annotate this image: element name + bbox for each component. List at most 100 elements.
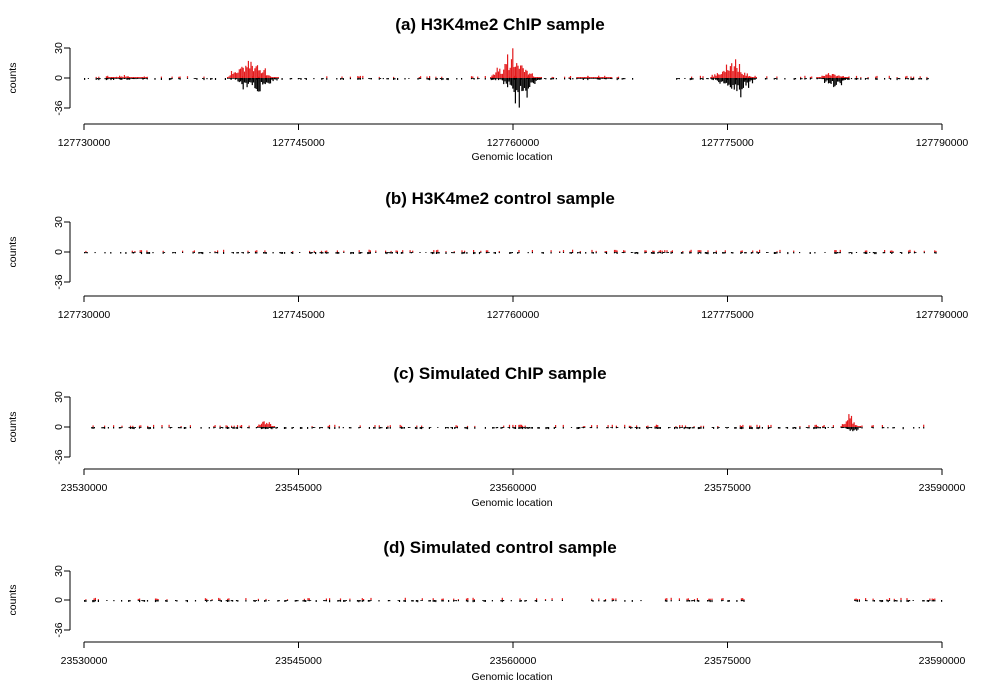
plus-strand-bar <box>147 425 149 427</box>
minus-strand-bar <box>99 78 101 80</box>
plus-strand-bar <box>107 75 109 78</box>
minus-strand-bar <box>104 252 106 254</box>
plus-strand-bar <box>854 598 856 600</box>
plus-strand-bar <box>508 70 510 78</box>
minus-strand-bar <box>599 78 601 79</box>
plus-strand-bar <box>583 77 585 78</box>
minus-strand-bar <box>265 600 267 602</box>
plus-strand-bar <box>824 76 826 78</box>
plus-strand-bar <box>860 426 862 427</box>
minus-strand-bar <box>711 78 713 80</box>
plus-strand-bar <box>363 599 365 600</box>
plus-strand-bar <box>456 425 458 427</box>
minus-strand-bar <box>817 427 819 429</box>
plus-strand-bar <box>875 76 877 78</box>
minus-strand-bar <box>433 252 435 254</box>
minus-strand-bar <box>325 600 327 602</box>
plus-strand-bar <box>127 76 129 78</box>
plus-strand-bar <box>390 250 392 252</box>
minus-strand-bar <box>813 427 815 430</box>
plus-strand-bar <box>256 250 258 252</box>
plus-strand-bar <box>604 251 606 252</box>
plus-strand-bar <box>104 425 106 427</box>
minus-strand-bar <box>594 78 596 79</box>
plus-strand-bar <box>258 424 260 427</box>
minus-strand-bar <box>689 252 691 254</box>
minus-strand-bar <box>146 600 149 602</box>
minus-strand-bar <box>756 252 758 254</box>
minus-strand-bar <box>370 78 372 80</box>
minus-strand-bar <box>740 252 742 254</box>
x-tick-label: 23575000 <box>704 482 751 494</box>
plus-strand-bar <box>126 76 128 78</box>
minus-strand-bar <box>470 78 473 80</box>
plus-strand-bar <box>251 65 253 78</box>
minus-strand-bar <box>87 78 89 79</box>
minus-strand-bar <box>210 78 212 80</box>
minus-strand-bar <box>872 252 874 254</box>
plus-strand-bar <box>95 76 97 78</box>
minus-strand-bar <box>754 78 756 80</box>
minus-strand-bar <box>814 252 816 254</box>
minus-strand-bar <box>127 78 129 80</box>
minus-strand-bar <box>727 78 729 86</box>
plus-strand-bar <box>581 77 583 78</box>
minus-strand-bar <box>161 427 163 429</box>
plus-strand-bar <box>236 425 239 427</box>
plus-strand-bar <box>630 425 632 427</box>
minus-strand-bar <box>701 78 703 80</box>
minus-strand-bar <box>321 78 323 80</box>
plus-strand-bar <box>821 75 823 78</box>
plus-strand-bar <box>121 76 123 78</box>
minus-strand-bar <box>682 252 684 254</box>
plus-strand-bar <box>535 77 537 78</box>
minus-strand-bar <box>848 427 850 430</box>
minus-strand-bar <box>248 252 250 253</box>
plus-strand-bar <box>510 59 513 78</box>
plus-strand-bar <box>492 74 494 78</box>
minus-strand-bar <box>680 252 683 254</box>
minus-strand-bar <box>726 427 728 429</box>
minus-strand-bar <box>591 78 593 79</box>
plus-strand-bar <box>751 77 754 78</box>
minus-strand-bar <box>897 78 899 80</box>
minus-strand-bar <box>128 600 130 602</box>
minus-strand-bar <box>276 427 278 429</box>
plus-strand-bar <box>467 598 469 600</box>
plus-strand-bar <box>906 75 908 78</box>
plus-strand-bar <box>603 77 605 78</box>
plus-strand-bar <box>112 77 114 78</box>
minus-strand-bar <box>153 427 155 429</box>
minus-strand-bar <box>589 78 591 79</box>
plus-strand-bar <box>524 425 526 427</box>
minus-strand-bar <box>256 78 259 92</box>
minus-strand-bar <box>666 600 668 602</box>
minus-strand-bar <box>488 252 490 253</box>
plus-strand-bar <box>793 250 795 252</box>
plus-strand-bar <box>461 250 463 252</box>
y-axis-label: counts <box>7 63 19 94</box>
minus-strand-bar <box>519 427 521 429</box>
minus-strand-bar <box>702 78 704 80</box>
plus-strand-bar <box>494 74 496 78</box>
minus-strand-bar <box>336 252 338 254</box>
minus-strand-bar <box>579 427 581 429</box>
minus-strand-bar <box>139 600 141 603</box>
minus-strand-bar <box>225 600 227 602</box>
x-tick-label: 23545000 <box>275 655 322 667</box>
minus-strand-bar <box>514 427 517 429</box>
minus-strand-bar <box>892 427 894 429</box>
minus-strand-bar <box>710 78 712 79</box>
minus-strand-bar <box>327 252 329 254</box>
plus-strand-bar <box>585 77 587 78</box>
minus-strand-bar <box>706 78 708 80</box>
minus-strand-bar <box>551 600 553 601</box>
minus-strand-bar <box>283 427 286 429</box>
minus-strand-bar <box>104 427 106 429</box>
minus-strand-bar <box>844 78 846 80</box>
plus-strand-bar <box>92 425 94 427</box>
minus-strand-bar <box>442 600 444 602</box>
x-tick-label: 23530000 <box>61 655 108 667</box>
minus-strand-bar <box>520 427 523 429</box>
y-tick-label: -36 <box>53 100 65 115</box>
